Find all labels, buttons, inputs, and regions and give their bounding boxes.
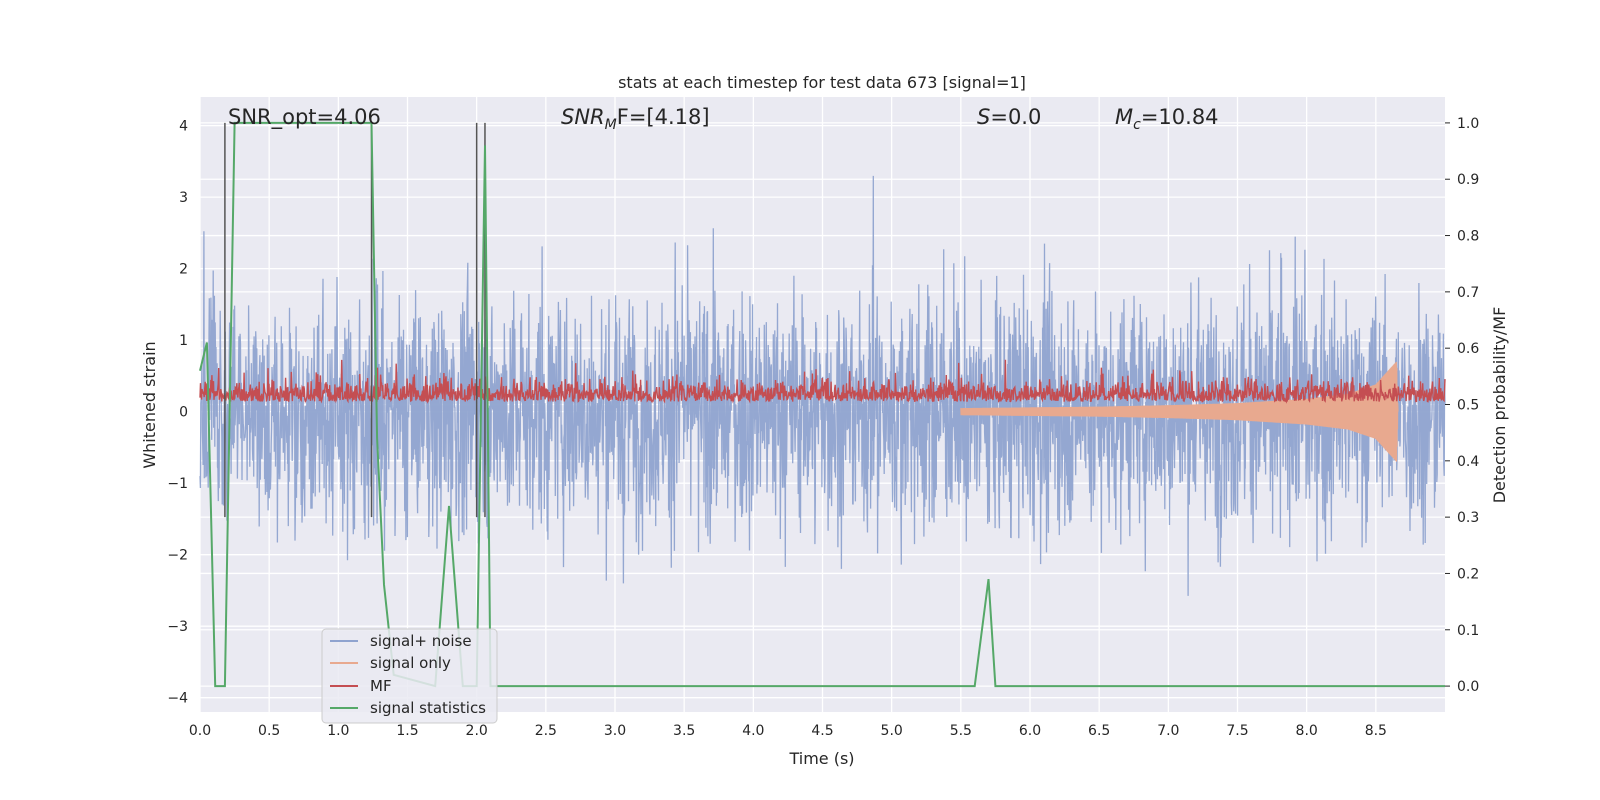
series-mf <box>199 359 1446 404</box>
y2-tick-label: 0.5 <box>1457 398 1479 414</box>
y2-tick-label: 0.1 <box>1457 623 1479 639</box>
y-tick-label: 3 <box>179 190 188 206</box>
legend-label-mf: MF <box>370 677 392 695</box>
y-axis-label: Whitened strain <box>140 341 159 468</box>
y2-tick-label: 0.3 <box>1457 510 1479 526</box>
annotation-mc-rest: =10.84 <box>1141 105 1219 129</box>
x-tick-label: 0.5 <box>258 723 280 739</box>
x-tick-label: 7.0 <box>1157 723 1179 739</box>
chart-title: stats at each timestep for test data 673… <box>618 73 1026 92</box>
y2-tick-label: 0.6 <box>1457 341 1479 357</box>
legend-label-signal-statistics: signal statistics <box>370 699 486 717</box>
x-tick-label: 7.5 <box>1226 723 1248 739</box>
y-tick-label: −4 <box>167 691 188 707</box>
signal-statistics-line <box>199 121 1445 688</box>
x-tick-label: 2.5 <box>535 723 557 739</box>
y2-tick-label: 0.4 <box>1457 454 1479 470</box>
x-ticks: 0.0 0.5 1.0 1.5 2.0 2.5 3.0 3.5 4.0 4.5 5.0 5.5 6.0 6… <box>189 723 1387 739</box>
legend: signal+ noise signal only MF signal stat… <box>321 628 498 724</box>
legend-label-signal-only: signal only <box>370 654 451 672</box>
y2-ticks: 1.0 0.9 0.8 0.7 0.6 0.5 0.4 0.3 0.2 0.1 0.0 <box>1445 116 1479 695</box>
x-tick-label: 8.0 <box>1296 723 1318 739</box>
annotation-s-base: S <box>977 105 990 129</box>
x-tick-label: 1.5 <box>396 723 418 739</box>
mf-line <box>199 359 1446 404</box>
x-tick-label: 1.0 <box>327 723 349 739</box>
annotation-s: S=0.0 <box>977 105 1041 129</box>
annotation-mc-base: M <box>1115 105 1133 129</box>
vertical-markers <box>224 122 486 518</box>
annotation-s-rest: =0.0 <box>990 105 1041 129</box>
x-tick-label: 8.5 <box>1365 723 1387 739</box>
y-tick-label: 1 <box>179 333 188 349</box>
x-axis-label: Time (s) <box>788 749 854 768</box>
x-tick-label: 4.5 <box>811 723 833 739</box>
x-tick-label: 6.0 <box>1019 723 1041 739</box>
x-tick-label: 3.0 <box>604 723 626 739</box>
y-tick-label: 2 <box>179 262 188 278</box>
annotation-snr-mf-sub: M <box>605 117 617 133</box>
x-tick-label: 3.5 <box>673 723 695 739</box>
annotation-snr-mf: SNRMF=[4.18] <box>561 105 710 133</box>
y-ticks: 4 3 2 1 0 −1 −2 −3 −4 <box>167 119 188 707</box>
y2-tick-label: 0.9 <box>1457 172 1479 188</box>
y-tick-label: −1 <box>167 476 188 492</box>
series-signal-statistics <box>199 121 1445 688</box>
y2-tick-label: 0.0 <box>1457 679 1479 695</box>
legend-label-signal-plus-noise: signal+ noise <box>370 632 472 650</box>
annotation-mc: Mc=10.84 <box>1115 105 1219 133</box>
y-tick-label: 0 <box>179 405 188 421</box>
y2-tick-label: 1.0 <box>1457 116 1479 132</box>
y-tick-label: 4 <box>179 119 188 135</box>
y2-tick-label: 0.7 <box>1457 285 1479 301</box>
signal-only-line <box>960 361 1399 462</box>
x-tick-label: 4.0 <box>742 723 764 739</box>
series-signal-only <box>960 361 1399 462</box>
annotation-snr-opt: SNR_opt=4.06 <box>228 105 381 130</box>
legend-box <box>321 628 498 724</box>
x-tick-label: 6.5 <box>1088 723 1110 739</box>
y2-tick-label: 0.2 <box>1457 566 1479 582</box>
x-tick-label: 2.0 <box>466 723 488 739</box>
x-tick-label: 0.0 <box>189 723 211 739</box>
y-tick-label: −3 <box>167 619 188 635</box>
annotation-snr-mf-rest: F=[4.18] <box>617 105 710 129</box>
annotation-mc-sub: c <box>1133 117 1141 133</box>
x-tick-label: 5.0 <box>881 723 903 739</box>
y2-axis-label: Detection probability/MF <box>1490 307 1509 504</box>
annotation-snr-mf-base: SNR <box>561 105 605 129</box>
y2-tick-label: 0.8 <box>1457 229 1479 245</box>
y-tick-label: −2 <box>167 548 188 564</box>
x-tick-label: 5.5 <box>950 723 972 739</box>
